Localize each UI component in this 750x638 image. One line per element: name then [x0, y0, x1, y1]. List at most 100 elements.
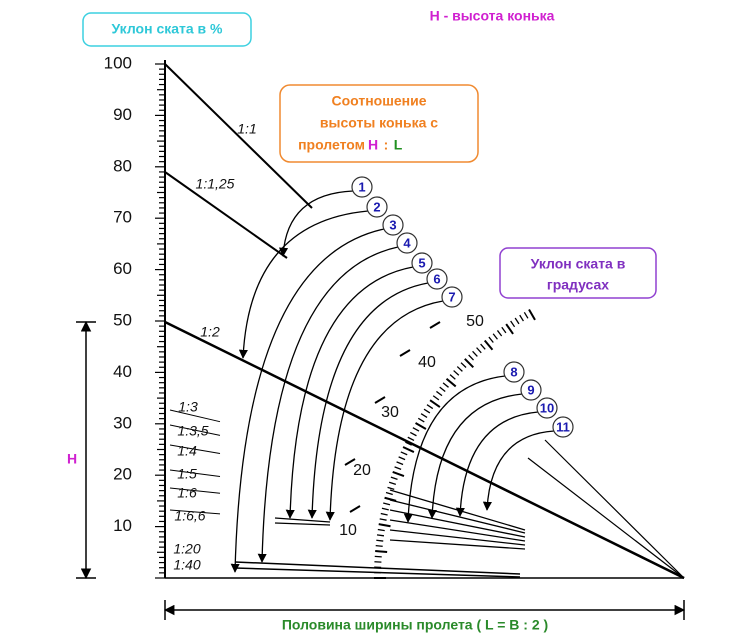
ratio-box — [279, 84, 479, 163]
degree-tick — [423, 408, 431, 414]
degree-tick — [405, 441, 412, 446]
marker-circle — [441, 286, 463, 308]
degree-label: 20 — [353, 462, 371, 479]
degree-tick — [426, 404, 434, 410]
height-note: H - высота конька — [430, 8, 555, 24]
degree-label: 10 — [339, 522, 357, 539]
ratio-label: 1:6 — [177, 485, 197, 501]
ratio-line — [169, 487, 221, 494]
marker-number: 10 — [540, 400, 554, 415]
ratio-line — [164, 171, 288, 259]
marker-circle — [426, 268, 448, 290]
marker-number: 6 — [433, 271, 440, 286]
degree-tick — [496, 330, 503, 337]
marker-number: 3 — [389, 217, 396, 232]
degree-tick — [376, 534, 385, 537]
degree-tick — [392, 471, 405, 478]
degree-dash — [429, 321, 441, 329]
marker-circle — [536, 397, 558, 419]
ratio-line — [274, 522, 331, 526]
ratio-line — [389, 499, 526, 534]
marker-arrow — [403, 375, 506, 523]
ratio-line — [164, 63, 313, 209]
degree-tick — [429, 399, 441, 408]
marker-number: 7 — [448, 289, 455, 304]
degree-label: 40 — [418, 354, 436, 371]
percent-label: 70 — [113, 208, 132, 227]
degree-tick — [381, 507, 389, 511]
degree-tick — [436, 390, 443, 397]
ratio-line: пролетом — [298, 137, 365, 153]
marker-circle — [366, 196, 388, 218]
percent-label: 60 — [113, 259, 132, 278]
marker-circle — [396, 232, 418, 254]
ratio-line — [164, 320, 685, 580]
marker-arrow — [427, 393, 523, 519]
ratio-label: 1:5 — [177, 466, 197, 482]
marker-number: 9 — [527, 382, 534, 397]
ratio-line — [389, 529, 526, 546]
degree-tick — [412, 427, 420, 432]
ratio-line — [169, 444, 221, 454]
degree-dash — [344, 458, 356, 466]
ratio-line — [389, 519, 526, 542]
degree-tick — [442, 382, 449, 388]
marker-number: 8 — [510, 364, 517, 379]
percent-label: 30 — [113, 413, 132, 432]
ratio-h: H — [368, 137, 378, 153]
ratio-line — [169, 409, 221, 423]
degree-tick — [488, 336, 494, 343]
degree-tick — [396, 461, 404, 466]
degree-label: 50 — [466, 313, 484, 330]
percent-label: 20 — [113, 465, 132, 484]
degree-tick — [468, 354, 474, 361]
degree-tick — [394, 466, 402, 471]
percent-label: 80 — [113, 156, 132, 175]
ratio-l: L — [394, 137, 403, 153]
ratio-line — [169, 509, 221, 515]
degree-tick — [460, 362, 467, 368]
degree-tick — [420, 413, 428, 418]
percent-label: 40 — [113, 362, 132, 381]
degree-tick — [383, 502, 391, 506]
marker-number: 4 — [403, 235, 411, 250]
ratio-line — [544, 439, 685, 579]
degree-tick — [453, 370, 460, 376]
ratio-colon: : — [384, 137, 389, 153]
degree-tick — [375, 549, 388, 554]
degree-tick — [379, 518, 387, 521]
ratio-label: 1:3,5 — [177, 423, 208, 439]
marker-circle — [351, 176, 373, 198]
degree-line: градусах — [547, 277, 609, 293]
marker-circle — [552, 416, 574, 438]
marker-number: 2 — [373, 199, 380, 214]
percent-label: 90 — [113, 105, 132, 124]
degree-tick — [407, 436, 415, 442]
ratio-label: 1:4 — [177, 443, 197, 459]
degree-tick — [519, 314, 524, 322]
marker-arrow — [257, 246, 399, 563]
degree-tick — [377, 528, 385, 532]
marker-circle — [520, 379, 542, 401]
degree-tick — [384, 496, 397, 502]
degree-tick — [492, 333, 498, 340]
degree-tick — [415, 422, 427, 430]
degree-tick — [402, 446, 415, 453]
degree-tick — [464, 358, 474, 368]
ratio-line: высоты конька с — [320, 115, 438, 131]
degree-tick — [439, 386, 446, 392]
degree-tick — [505, 323, 514, 335]
marker-arrow — [307, 282, 429, 519]
height-label: H — [67, 451, 77, 467]
base-label: Половина ширины пролета ( L = B : 2 ) — [282, 617, 548, 633]
percent-label: 10 — [113, 516, 132, 535]
marker-circle — [503, 361, 525, 383]
degree-tick — [380, 512, 388, 516]
marker-arrow — [325, 300, 444, 521]
ratio-line: Соотношение — [331, 93, 426, 109]
degree-line: Уклон ската в — [531, 256, 626, 272]
degree-tick — [510, 320, 516, 328]
marker-arrow — [230, 228, 385, 573]
ratio-label: 1:3 — [178, 399, 198, 415]
